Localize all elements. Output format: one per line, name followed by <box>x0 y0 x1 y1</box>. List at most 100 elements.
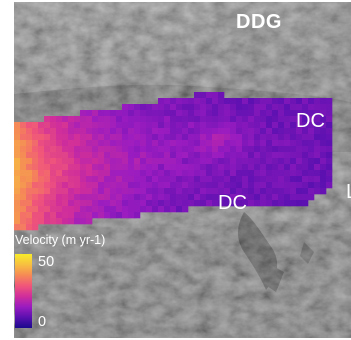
velocity-cell <box>284 110 291 117</box>
velocity-cell <box>86 194 93 201</box>
velocity-cell <box>212 116 219 123</box>
velocity-cell <box>26 152 33 159</box>
velocity-cell <box>152 176 159 183</box>
velocity-cell <box>260 110 267 117</box>
velocity-cell <box>218 182 225 189</box>
velocity-cell <box>200 110 207 117</box>
velocity-cell <box>206 128 213 135</box>
velocity-cell <box>164 206 171 213</box>
velocity-cell <box>320 170 327 177</box>
velocity-cell <box>152 164 159 171</box>
velocity-cell <box>278 122 285 129</box>
velocity-cell <box>170 194 177 201</box>
velocity-cell <box>56 122 63 129</box>
velocity-cell <box>314 122 321 129</box>
velocity-cell <box>14 134 21 141</box>
velocity-cell <box>308 128 315 135</box>
velocity-cell <box>80 176 87 183</box>
velocity-cell <box>200 170 207 177</box>
velocity-cell <box>122 104 129 111</box>
velocity-cell <box>302 116 309 123</box>
velocity-cell <box>302 134 309 141</box>
velocity-cell <box>26 128 33 135</box>
velocity-cell <box>320 164 327 171</box>
velocity-cell <box>308 122 315 129</box>
velocity-cell <box>314 98 321 105</box>
velocity-cell <box>212 188 219 195</box>
velocity-cell <box>242 122 249 129</box>
velocity-cell <box>152 206 159 213</box>
velocity-cell <box>212 92 219 99</box>
velocity-cell <box>38 182 45 189</box>
velocity-cell <box>20 146 27 153</box>
velocity-cell <box>290 170 297 177</box>
velocity-cell <box>152 134 159 141</box>
velocity-cell <box>152 146 159 153</box>
velocity-cell <box>170 176 177 183</box>
velocity-cell <box>146 140 153 147</box>
velocity-cell <box>122 146 129 153</box>
velocity-cell <box>296 182 303 189</box>
velocity-cell <box>140 116 147 123</box>
velocity-cell <box>278 134 285 141</box>
velocity-cell <box>188 170 195 177</box>
velocity-cell <box>80 122 87 129</box>
velocity-cell <box>92 182 99 189</box>
velocity-cell <box>278 164 285 171</box>
velocity-cell <box>200 188 207 195</box>
velocity-cell <box>308 158 315 165</box>
velocity-cell <box>272 164 279 171</box>
velocity-cell <box>206 170 213 177</box>
velocity-cell <box>248 134 255 141</box>
velocity-cell <box>104 170 111 177</box>
velocity-cell <box>242 110 249 117</box>
velocity-cell <box>110 164 117 171</box>
velocity-cell <box>32 140 39 147</box>
velocity-cell <box>68 182 75 189</box>
velocity-cell <box>92 116 99 123</box>
velocity-cell <box>62 158 69 165</box>
velocity-cell <box>92 194 99 201</box>
velocity-cell <box>62 134 69 141</box>
velocity-cell <box>266 110 273 117</box>
velocity-cell <box>320 188 327 195</box>
velocity-cell <box>302 158 309 165</box>
velocity-cell <box>242 104 249 111</box>
velocity-cell <box>44 164 51 171</box>
velocity-cell <box>14 128 21 135</box>
velocity-cell <box>56 140 63 147</box>
velocity-cell <box>20 182 27 189</box>
velocity-cell <box>140 206 147 213</box>
velocity-cell <box>272 152 279 159</box>
velocity-cell <box>92 122 99 129</box>
velocity-cell <box>50 140 57 147</box>
velocity-cell <box>146 194 153 201</box>
velocity-cell <box>182 140 189 147</box>
velocity-cell <box>182 170 189 177</box>
velocity-cell <box>134 194 141 201</box>
velocity-cell <box>254 152 261 159</box>
velocity-cell <box>194 140 201 147</box>
velocity-cell <box>104 188 111 195</box>
velocity-cell <box>194 200 201 207</box>
velocity-cell <box>152 194 159 201</box>
velocity-cell <box>254 200 261 207</box>
velocity-cell <box>302 164 309 171</box>
velocity-cell <box>164 134 171 141</box>
velocity-cell <box>128 176 135 183</box>
velocity-cell <box>98 122 105 129</box>
velocity-cell <box>206 92 213 99</box>
velocity-cell <box>74 116 81 123</box>
velocity-cell <box>128 104 135 111</box>
velocity-cell <box>176 206 183 213</box>
velocity-cell <box>134 152 141 159</box>
velocity-cell <box>218 146 225 153</box>
velocity-cell <box>146 128 153 135</box>
velocity-cell <box>188 194 195 201</box>
velocity-cell <box>218 116 225 123</box>
velocity-cell <box>26 134 33 141</box>
velocity-cell <box>194 152 201 159</box>
velocity-cell <box>56 176 63 183</box>
velocity-cell <box>62 182 69 189</box>
velocity-cell <box>224 164 231 171</box>
